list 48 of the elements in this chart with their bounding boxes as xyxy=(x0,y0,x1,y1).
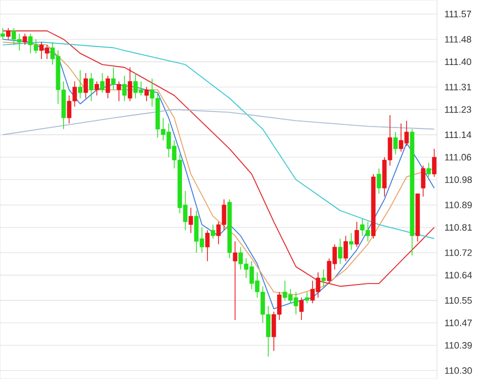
candlestick xyxy=(94,81,99,96)
candlestick xyxy=(22,33,28,46)
candlestick xyxy=(188,207,194,234)
candlestick xyxy=(321,269,326,287)
y-tick-label: 110.30 xyxy=(445,367,472,374)
candlestick xyxy=(338,238,342,264)
candlestick xyxy=(376,168,382,194)
y-tick-label: 110.55 xyxy=(445,297,472,304)
y-tick-label: 111.14 xyxy=(445,132,472,138)
line-series xyxy=(2,42,435,240)
y-tick-label: 111.48 xyxy=(445,36,472,43)
line-series xyxy=(2,109,435,136)
y-tick-label: 110.64 xyxy=(445,272,472,278)
candlestick xyxy=(84,72,88,99)
candlestick xyxy=(78,70,82,99)
y-tick-label: 110.47 xyxy=(445,320,472,326)
candlestick xyxy=(111,66,116,90)
candlestick xyxy=(6,28,10,40)
candlestick xyxy=(426,162,431,178)
candlestick xyxy=(205,230,210,262)
candlestick xyxy=(344,235,348,262)
candlestick xyxy=(420,165,426,197)
y-tick-label: 110.72 xyxy=(445,249,472,256)
candlestick xyxy=(89,72,94,102)
candlestick xyxy=(393,132,398,155)
y-tick-label: 110.89 xyxy=(445,202,472,208)
y-tick-label: 111.40 xyxy=(445,58,472,66)
y-tick-label: 111.57 xyxy=(445,10,472,18)
y-tick-label: 111.23 xyxy=(445,106,472,113)
candlestick xyxy=(349,232,354,250)
candlestick xyxy=(432,148,436,178)
candlestick xyxy=(122,75,127,102)
y-tick-label: 111.31 xyxy=(445,84,472,90)
candlestick xyxy=(232,241,238,320)
y-tick-label: 110.81 xyxy=(445,224,472,231)
candlestick xyxy=(106,75,110,99)
candlestick xyxy=(144,86,149,102)
candlestick xyxy=(304,292,310,304)
candlestick xyxy=(100,72,105,94)
candlestick xyxy=(128,66,132,102)
candlestick xyxy=(299,297,304,320)
candlestick xyxy=(0,28,5,40)
y-tick-label: 111.06 xyxy=(445,154,472,161)
candlestick xyxy=(354,221,359,248)
candlestick xyxy=(116,81,122,102)
y-tick-label: 110.39 xyxy=(445,342,472,349)
candlestick xyxy=(210,224,216,240)
y-tick-label: 110.98 xyxy=(445,176,472,183)
